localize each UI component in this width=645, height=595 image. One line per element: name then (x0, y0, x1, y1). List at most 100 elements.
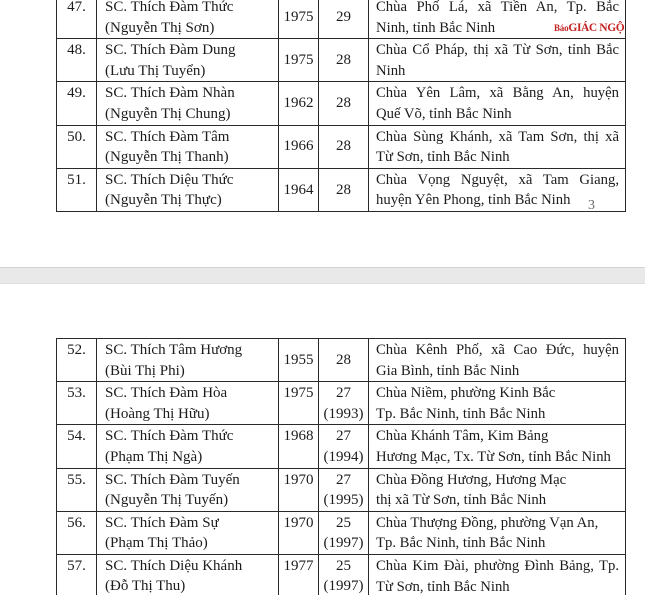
age-note: (1997) (323, 578, 364, 595)
name-cell: SC. Thích Diệu Thức (Nguyễn Thị Thực) (96, 167, 279, 212)
age-cell: 28 (318, 124, 369, 169)
temple-address-cell: Chùa Khánh Tâm, Kim Bảng Hương Mạc, Tx. T… (368, 424, 626, 469)
age-value: 29 (336, 8, 351, 25)
table-row: 57. SC. Thích Diệu Khánh (Đỗ Thị Thu) 1977 2… (56, 553, 626, 595)
age-value: 28 (336, 351, 351, 368)
name-cell: SC. Thích Đàm Nhàn (Nguyễn Thị Chung) (96, 81, 279, 126)
address-line: Từ Sơn, tỉnh Bắc Ninh (376, 578, 510, 595)
temple-address-cell: Chùa Sùng Khánh, xã Tam Sơn, thị xã Từ Sơ… (368, 124, 626, 169)
address-line: Chùa Phố Lá, xã Tiền An, Tp. Bắc (376, 0, 619, 15)
birth-name: (Phạm Thị Thảo) (105, 535, 208, 552)
birth-name: (Bùi Thị Phi) (105, 362, 185, 379)
temple-address-cell: Chùa Yên Lâm, xã Bằng An, huyện Quế Võ, t… (368, 81, 626, 126)
temple-address-cell: Chùa Niềm, phường Kinh Bắc Tp. Bắc Ninh, … (368, 381, 626, 426)
row-index-cell: 55. (56, 467, 97, 512)
age-value: 28 (336, 181, 351, 198)
address-line: Chùa Kênh Phố, xã Cao Đức, huyện (376, 342, 619, 358)
birth-year-cell: 1975 (278, 381, 319, 426)
name-cell: SC. Thích Đàm Sự (Phạm Thị Thảo) (96, 510, 279, 555)
age-value: 27 (336, 471, 351, 488)
address-line: Hương Mạc, Tx. Từ Sơn, tỉnh Bắc Ninh (376, 448, 611, 465)
birth-year-cell: 1975 (278, 0, 319, 40)
age-cell: 27 (1993) (318, 381, 369, 426)
dharma-name: SC. Thích Diệu Thức (105, 171, 234, 188)
name-cell: SC. Thích Tâm Hương (Bùi Thị Phi) (96, 337, 279, 383)
birth-year-cell: 1955 (278, 337, 319, 383)
row-index-cell: 47. (56, 0, 97, 40)
row-index-cell: 51. (56, 167, 97, 212)
temple-address-cell: Chùa Vọng Nguyệt, xã Tam Giang, huyện Yên… (368, 167, 626, 212)
age-note: (1993) (323, 405, 364, 422)
table1-body: 47. SC. Thích Đàm Thức (Nguyễn Thị Sơn) 197… (56, 0, 626, 212)
name-cell: SC. Thích Đàm Dung (Lưu Thị Tuyển) (96, 38, 279, 83)
age-cell: 25 (1997) (318, 553, 369, 595)
age-value: 27 (336, 385, 351, 402)
name-cell: SC. Thích Diệu Khánh (Đỗ Thị Thu) (96, 553, 279, 595)
address-line: Tp. Bắc Ninh, tỉnh Bắc Ninh (376, 405, 546, 422)
age-cell: 29 (318, 0, 369, 40)
age-value: 25 (336, 514, 351, 531)
address-line: Chùa Thượng Đồng, phường Vạn An, (376, 514, 599, 531)
age-cell: 28 (318, 38, 369, 83)
name-cell: SC. Thích Đàm Thức (Nguyễn Thị Sơn) (96, 0, 279, 40)
age-cell: 28 (318, 81, 369, 126)
watermark-prefix: Báo (554, 23, 569, 33)
birth-name: (Nguyễn Thị Tuyến) (105, 492, 229, 509)
table-row: 49. SC. Thích Đàm Nhàn (Nguyễn Thị Chung) 1… (56, 81, 626, 126)
row-index-cell: 52. (56, 337, 97, 383)
temple-address-cell: Chùa Thượng Đồng, phường Vạn An, Tp. Bắc … (368, 510, 626, 555)
birth-year-cell: 1977 (278, 553, 319, 595)
birth-year-cell: 1964 (278, 167, 319, 212)
dharma-name: SC. Thích Diệu Khánh (105, 557, 243, 574)
row-index-cell: 50. (56, 124, 97, 169)
address-line: thị xã Từ Sơn, tỉnh Bắc Ninh (376, 492, 547, 509)
birth-year-cell: 1966 (278, 124, 319, 169)
nuns-table-page-4: 52. SC. Thích Tâm Hương (Bùi Thị Phi) 1955 2… (56, 337, 626, 595)
table-row: 50. SC. Thích Đàm Tâm (Nguyễn Thị Thanh) 19… (56, 124, 626, 169)
address-line: Chùa Sùng Khánh, xã Tam Sơn, thị xã (376, 128, 619, 145)
row-index-cell: 53. (56, 381, 97, 426)
birth-name: (Nguyễn Thị Sơn) (105, 19, 215, 36)
row-index-cell: 54. (56, 424, 97, 469)
temple-address-cell: Chùa Kim Đài, phường Đình Bảng, Tp. Từ Sơ… (368, 553, 626, 595)
age-cell: 25 (1997) (318, 510, 369, 555)
dharma-name: SC. Thích Đàm Hòa (105, 385, 228, 402)
age-value: 28 (336, 95, 351, 112)
birth-name: (Lưu Thị Tuyển) (105, 62, 206, 79)
table-row: 54. SC. Thích Đàm Thức (Phạm Thị Ngà) 1968 2… (56, 424, 626, 469)
table-row: 55. SC. Thích Đàm Tuyến (Nguyễn Thị Tuyến)… (56, 467, 626, 512)
row-index-cell: 57. (56, 553, 97, 595)
birth-name: (Phạm Thị Ngà) (105, 448, 203, 465)
dharma-name: SC. Thích Đàm Tâm (105, 128, 230, 145)
age-cell: 27 (1995) (318, 467, 369, 512)
birth-year-cell: 1962 (278, 81, 319, 126)
address-line: Quế Võ, tỉnh Bắc Ninh (376, 105, 512, 122)
age-value: 25 (336, 557, 351, 574)
table-row: 51. SC. Thích Diệu Thức (Nguyễn Thị Thực) 1… (56, 167, 626, 212)
address-line: Chùa Đồng Hương, Hương Mạc (376, 471, 567, 488)
table-row: 48. SC. Thích Đàm Dung (Lưu Thị Tuyển) 1975… (56, 38, 626, 83)
address-line: Chùa Niềm, phường Kinh Bắc (376, 385, 556, 402)
temple-address-cell: Chùa Đồng Hương, Hương Mạc thị xã Từ Sơn,… (368, 467, 626, 512)
age-value: 28 (336, 138, 351, 155)
address-line: Chùa Kim Đài, phường Đình Bảng, Tp. (376, 557, 619, 574)
row-index-cell: 49. (56, 81, 97, 126)
table2-body: 52. SC. Thích Tâm Hương (Bùi Thị Phi) 1955 2… (56, 337, 626, 595)
address-line: Chùa Yên Lâm, xã Bằng An, huyện (376, 85, 619, 102)
name-cell: SC. Thích Đàm Tâm (Nguyễn Thị Thanh) (96, 124, 279, 169)
birth-name: (Nguyễn Thị Chung) (105, 105, 231, 122)
row-index-cell: 48. (56, 38, 97, 83)
temple-address-cell: Chùa Kênh Phố, xã Cao Đức, huyện Gia Bình… (368, 337, 626, 383)
birth-year-cell: 1975 (278, 38, 319, 83)
address-line: Gia Bình, tỉnh Bắc Ninh (376, 362, 520, 379)
age-note: (1994) (323, 448, 364, 465)
name-cell: SC. Thích Đàm Thức (Phạm Thị Ngà) (96, 424, 279, 469)
age-note: (1997) (323, 535, 364, 552)
dharma-name: SC. Thích Đàm Tuyến (105, 471, 240, 488)
table-row: 56. SC. Thích Đàm Sự (Phạm Thị Thảo) 1970 25… (56, 510, 626, 555)
address-line: Ninh (376, 62, 406, 79)
page-number: 3 (588, 198, 595, 213)
birth-name: (Đỗ Thị Thu) (105, 578, 186, 595)
name-cell: SC. Thích Đàm Tuyến (Nguyễn Thị Tuyến) (96, 467, 279, 512)
